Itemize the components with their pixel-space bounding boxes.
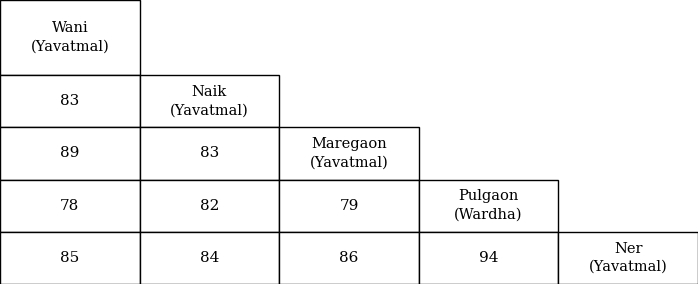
Text: 83: 83 (200, 146, 219, 160)
Bar (558, 232, 698, 284)
Text: Naik
(Yavatmal): Naik (Yavatmal) (170, 85, 248, 117)
Text: 78: 78 (60, 199, 80, 213)
Bar (140, 127, 279, 179)
Text: 85: 85 (60, 251, 80, 265)
Bar (279, 232, 419, 284)
Bar (0, 0, 140, 75)
Text: 86: 86 (339, 251, 359, 265)
Text: 83: 83 (60, 94, 80, 108)
Text: 84: 84 (200, 251, 219, 265)
Bar (0, 232, 140, 284)
Bar (419, 179, 558, 232)
Bar (140, 75, 279, 127)
Text: Maregaon
(Yavatmal): Maregaon (Yavatmal) (310, 137, 388, 170)
Text: Pulgaon
(Wardha): Pulgaon (Wardha) (454, 189, 523, 222)
Text: Wani
(Yavatmal): Wani (Yavatmal) (31, 21, 109, 54)
Text: 82: 82 (200, 199, 219, 213)
Bar (0, 179, 140, 232)
Bar (419, 232, 558, 284)
Bar (140, 179, 279, 232)
Text: Ner
(Yavatmal): Ner (Yavatmal) (589, 242, 667, 274)
Text: 94: 94 (479, 251, 498, 265)
Text: 79: 79 (339, 199, 359, 213)
Bar (279, 179, 419, 232)
Bar (279, 127, 419, 179)
Bar (0, 127, 140, 179)
Bar (0, 75, 140, 127)
Text: 89: 89 (60, 146, 80, 160)
Bar (140, 232, 279, 284)
